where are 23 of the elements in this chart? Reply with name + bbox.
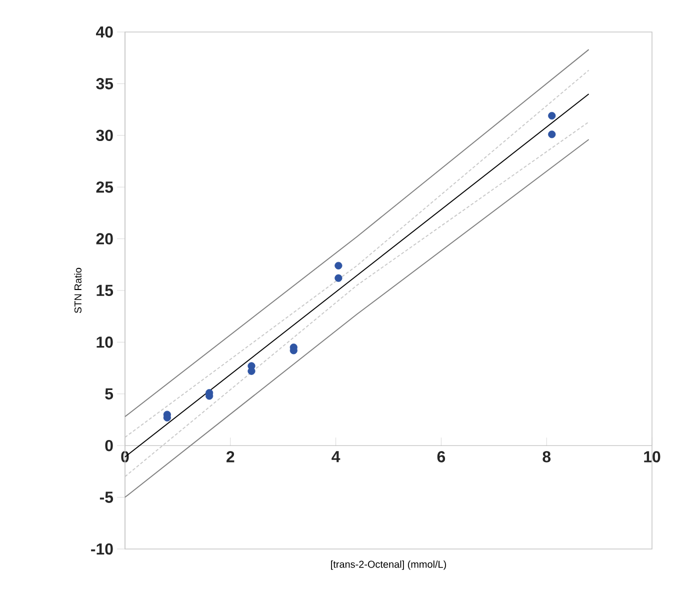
point	[334, 274, 342, 282]
x-tick-label: 0	[121, 451, 129, 462]
x-tick-label: 8	[542, 451, 551, 462]
y-tick-label: 35	[96, 78, 114, 90]
y-tick-label: 5	[105, 388, 114, 400]
y-tick-label: -5	[100, 492, 114, 503]
y-tick-label: 25	[96, 181, 114, 193]
y-tick-label: 20	[96, 233, 113, 244]
y-tick-label: 30	[96, 130, 113, 142]
y-tick-label: 10	[96, 336, 113, 348]
y-tick-label: -10	[91, 543, 113, 555]
y-axis-title: STN Ratio	[74, 268, 82, 314]
y-tick-label: 15	[96, 284, 114, 296]
point	[548, 130, 556, 138]
y-tick-label: 40	[96, 26, 113, 38]
x-axis-title: [trans-2-Octenal] (mmol/L)	[331, 560, 446, 570]
x-tick-label: 2	[226, 451, 234, 462]
point	[334, 262, 342, 270]
x-tick-label: 4	[332, 451, 340, 462]
x-tick-label: 6	[437, 451, 446, 462]
y-tick-label: 0	[105, 440, 113, 452]
point	[548, 112, 556, 120]
x-tick-label: 10	[644, 451, 660, 462]
